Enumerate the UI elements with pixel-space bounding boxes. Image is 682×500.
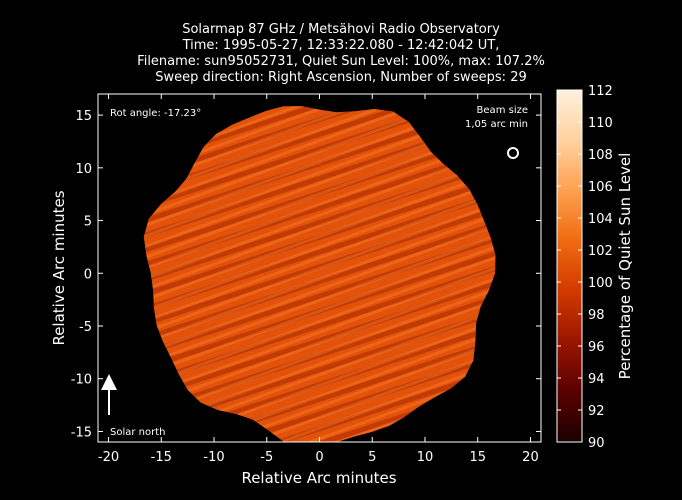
y-tick-label: 5 bbox=[84, 215, 92, 230]
solar-north-label: Solar north bbox=[110, 427, 166, 438]
x-tick-label: -10 bbox=[203, 450, 224, 465]
colorbar-tick-label: 90 bbox=[588, 436, 605, 451]
colorbar-tick-label: 96 bbox=[588, 340, 605, 355]
colorbar-tick-label: 92 bbox=[588, 404, 605, 419]
solar-disk bbox=[143, 106, 496, 442]
colorbar-tick-label: 100 bbox=[588, 276, 613, 291]
colorbar-tick-label: 108 bbox=[588, 148, 613, 163]
title-line-1: Solarmap 87 GHz / Metsähovi Radio Observ… bbox=[182, 22, 500, 37]
x-tick-label: 15 bbox=[469, 450, 486, 465]
y-tick-label: 15 bbox=[75, 109, 92, 124]
y-tick-label: -10 bbox=[71, 373, 92, 388]
y-axis: -15 -10 -5 0 5 10 15 bbox=[71, 109, 541, 440]
y-tick-label: 0 bbox=[84, 267, 92, 282]
x-tick-label: 10 bbox=[417, 450, 434, 465]
y-tick-label: 10 bbox=[75, 162, 92, 177]
solar-disk-brightness-pattern bbox=[143, 106, 496, 442]
colorbar-tick-label: 110 bbox=[588, 116, 613, 131]
colorbar-tick-label: 106 bbox=[588, 180, 613, 195]
title-line-3: Filename: sun95052731, Quiet Sun Level: … bbox=[137, 54, 545, 69]
x-tick-label: 20 bbox=[522, 450, 539, 465]
y-tick-label: -15 bbox=[71, 425, 92, 440]
colorbar-gradient bbox=[557, 90, 582, 442]
x-tick-label: 5 bbox=[368, 450, 376, 465]
x-tick-label: 0 bbox=[315, 450, 323, 465]
y-tick-label: -5 bbox=[79, 320, 92, 335]
x-axis-label: Relative Arc minutes bbox=[241, 469, 396, 487]
colorbar-tick-label: 98 bbox=[588, 308, 605, 323]
beam-size-circle bbox=[507, 147, 519, 159]
chart-title: Solarmap 87 GHz / Metsähovi Radio Observ… bbox=[0, 22, 682, 86]
x-tick-label: -5 bbox=[260, 450, 273, 465]
colorbar-tick-label: 112 bbox=[588, 84, 613, 99]
colorbar-label: Percentage of Quiet Sun Level bbox=[616, 153, 634, 380]
colorbar-tick-label: 104 bbox=[588, 212, 613, 227]
colorbar-tick-label: 94 bbox=[588, 372, 605, 387]
colorbar-tick-label: 102 bbox=[588, 244, 613, 259]
colorbar: 90 92 94 96 98 100 102 104 106 108 110 112 bbox=[556, 84, 613, 451]
x-axis: -20 -15 -10 -5 0 5 10 15 20 bbox=[98, 94, 539, 465]
rot-angle-label: Rot angle: -17.23° bbox=[110, 108, 201, 119]
beam-size-label: Beam size bbox=[477, 105, 528, 116]
x-tick-label: -15 bbox=[151, 450, 172, 465]
x-tick-label: -20 bbox=[98, 450, 119, 465]
beam-size-value: 1,05 arc min bbox=[465, 119, 528, 130]
colorbar-frame bbox=[556, 89, 583, 443]
title-line-2: Time: 1995-05-27, 12:33:22.080 - 12:42:0… bbox=[182, 38, 500, 53]
solar-north-arrow bbox=[101, 374, 117, 415]
plot-area bbox=[97, 93, 542, 443]
y-axis-label: Relative Arc minutes bbox=[50, 190, 68, 345]
title-line-4: Sweep direction: Right Ascension, Number… bbox=[155, 70, 527, 85]
